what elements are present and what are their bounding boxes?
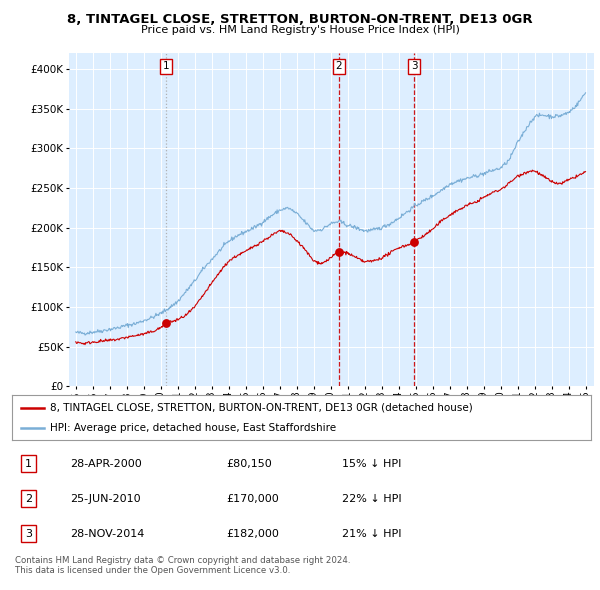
Text: 28-APR-2000: 28-APR-2000 [70, 458, 142, 468]
Text: 25-JUN-2010: 25-JUN-2010 [70, 494, 140, 503]
Text: 22% ↓ HPI: 22% ↓ HPI [342, 494, 401, 503]
Text: Contains HM Land Registry data © Crown copyright and database right 2024.: Contains HM Land Registry data © Crown c… [15, 556, 350, 565]
Text: 2: 2 [335, 61, 342, 71]
Text: HPI: Average price, detached house, East Staffordshire: HPI: Average price, detached house, East… [50, 424, 336, 434]
Text: 3: 3 [25, 529, 32, 539]
Text: £182,000: £182,000 [226, 529, 279, 539]
Text: Price paid vs. HM Land Registry's House Price Index (HPI): Price paid vs. HM Land Registry's House … [140, 25, 460, 35]
Text: 15% ↓ HPI: 15% ↓ HPI [342, 458, 401, 468]
Text: £170,000: £170,000 [226, 494, 279, 503]
Point [161, 318, 171, 327]
Text: 8, TINTAGEL CLOSE, STRETTON, BURTON-ON-TRENT, DE13 0GR: 8, TINTAGEL CLOSE, STRETTON, BURTON-ON-T… [67, 13, 533, 26]
Text: £80,150: £80,150 [226, 458, 272, 468]
Text: 8, TINTAGEL CLOSE, STRETTON, BURTON-ON-TRENT, DE13 0GR (detached house): 8, TINTAGEL CLOSE, STRETTON, BURTON-ON-T… [50, 403, 472, 412]
Text: 3: 3 [411, 61, 418, 71]
Point [334, 247, 344, 256]
Text: 2: 2 [25, 494, 32, 503]
Text: 21% ↓ HPI: 21% ↓ HPI [342, 529, 401, 539]
Point [409, 237, 419, 247]
Text: 28-NOV-2014: 28-NOV-2014 [70, 529, 144, 539]
Text: 1: 1 [163, 61, 169, 71]
Text: This data is licensed under the Open Government Licence v3.0.: This data is licensed under the Open Gov… [15, 566, 290, 575]
Text: 1: 1 [25, 458, 32, 468]
